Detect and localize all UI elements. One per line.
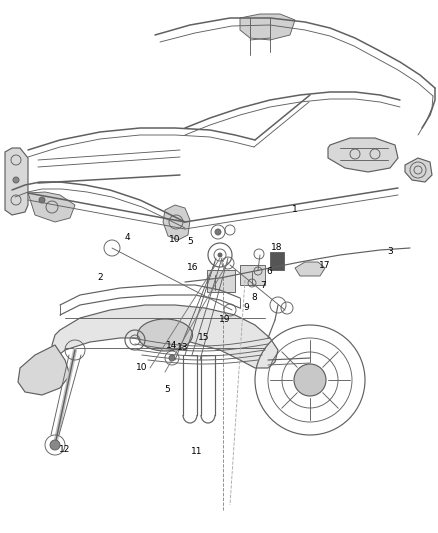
Circle shape [13,177,19,183]
Text: 8: 8 [251,294,257,303]
Circle shape [39,197,45,203]
Text: 18: 18 [271,244,283,253]
Polygon shape [295,262,325,276]
Polygon shape [328,138,398,172]
Polygon shape [28,192,75,222]
Polygon shape [163,205,190,240]
Ellipse shape [138,319,192,351]
Text: 10: 10 [136,364,148,373]
Text: 15: 15 [198,334,210,343]
Text: 1: 1 [292,206,298,214]
FancyBboxPatch shape [240,265,265,285]
Text: 14: 14 [166,341,178,350]
Text: 11: 11 [191,448,203,456]
Text: 6: 6 [266,268,272,277]
Text: 19: 19 [219,316,231,325]
Polygon shape [18,345,70,395]
Circle shape [294,364,326,396]
Text: 12: 12 [59,446,71,455]
Circle shape [50,440,60,450]
Text: 7: 7 [260,280,266,289]
Text: 2: 2 [97,273,103,282]
FancyBboxPatch shape [207,270,235,292]
Text: 16: 16 [187,263,199,272]
Polygon shape [405,158,432,182]
Text: 5: 5 [164,385,170,394]
Text: 4: 4 [124,232,130,241]
Circle shape [215,229,221,235]
Polygon shape [52,305,278,368]
Text: 17: 17 [319,261,331,270]
Text: 13: 13 [177,343,189,352]
FancyBboxPatch shape [270,252,284,270]
Polygon shape [240,14,295,40]
Text: 5: 5 [187,237,193,246]
Text: 10: 10 [169,236,181,245]
Text: 9: 9 [243,303,249,311]
Text: 3: 3 [387,247,393,256]
Polygon shape [5,148,28,215]
Circle shape [169,355,175,361]
Circle shape [218,253,222,257]
